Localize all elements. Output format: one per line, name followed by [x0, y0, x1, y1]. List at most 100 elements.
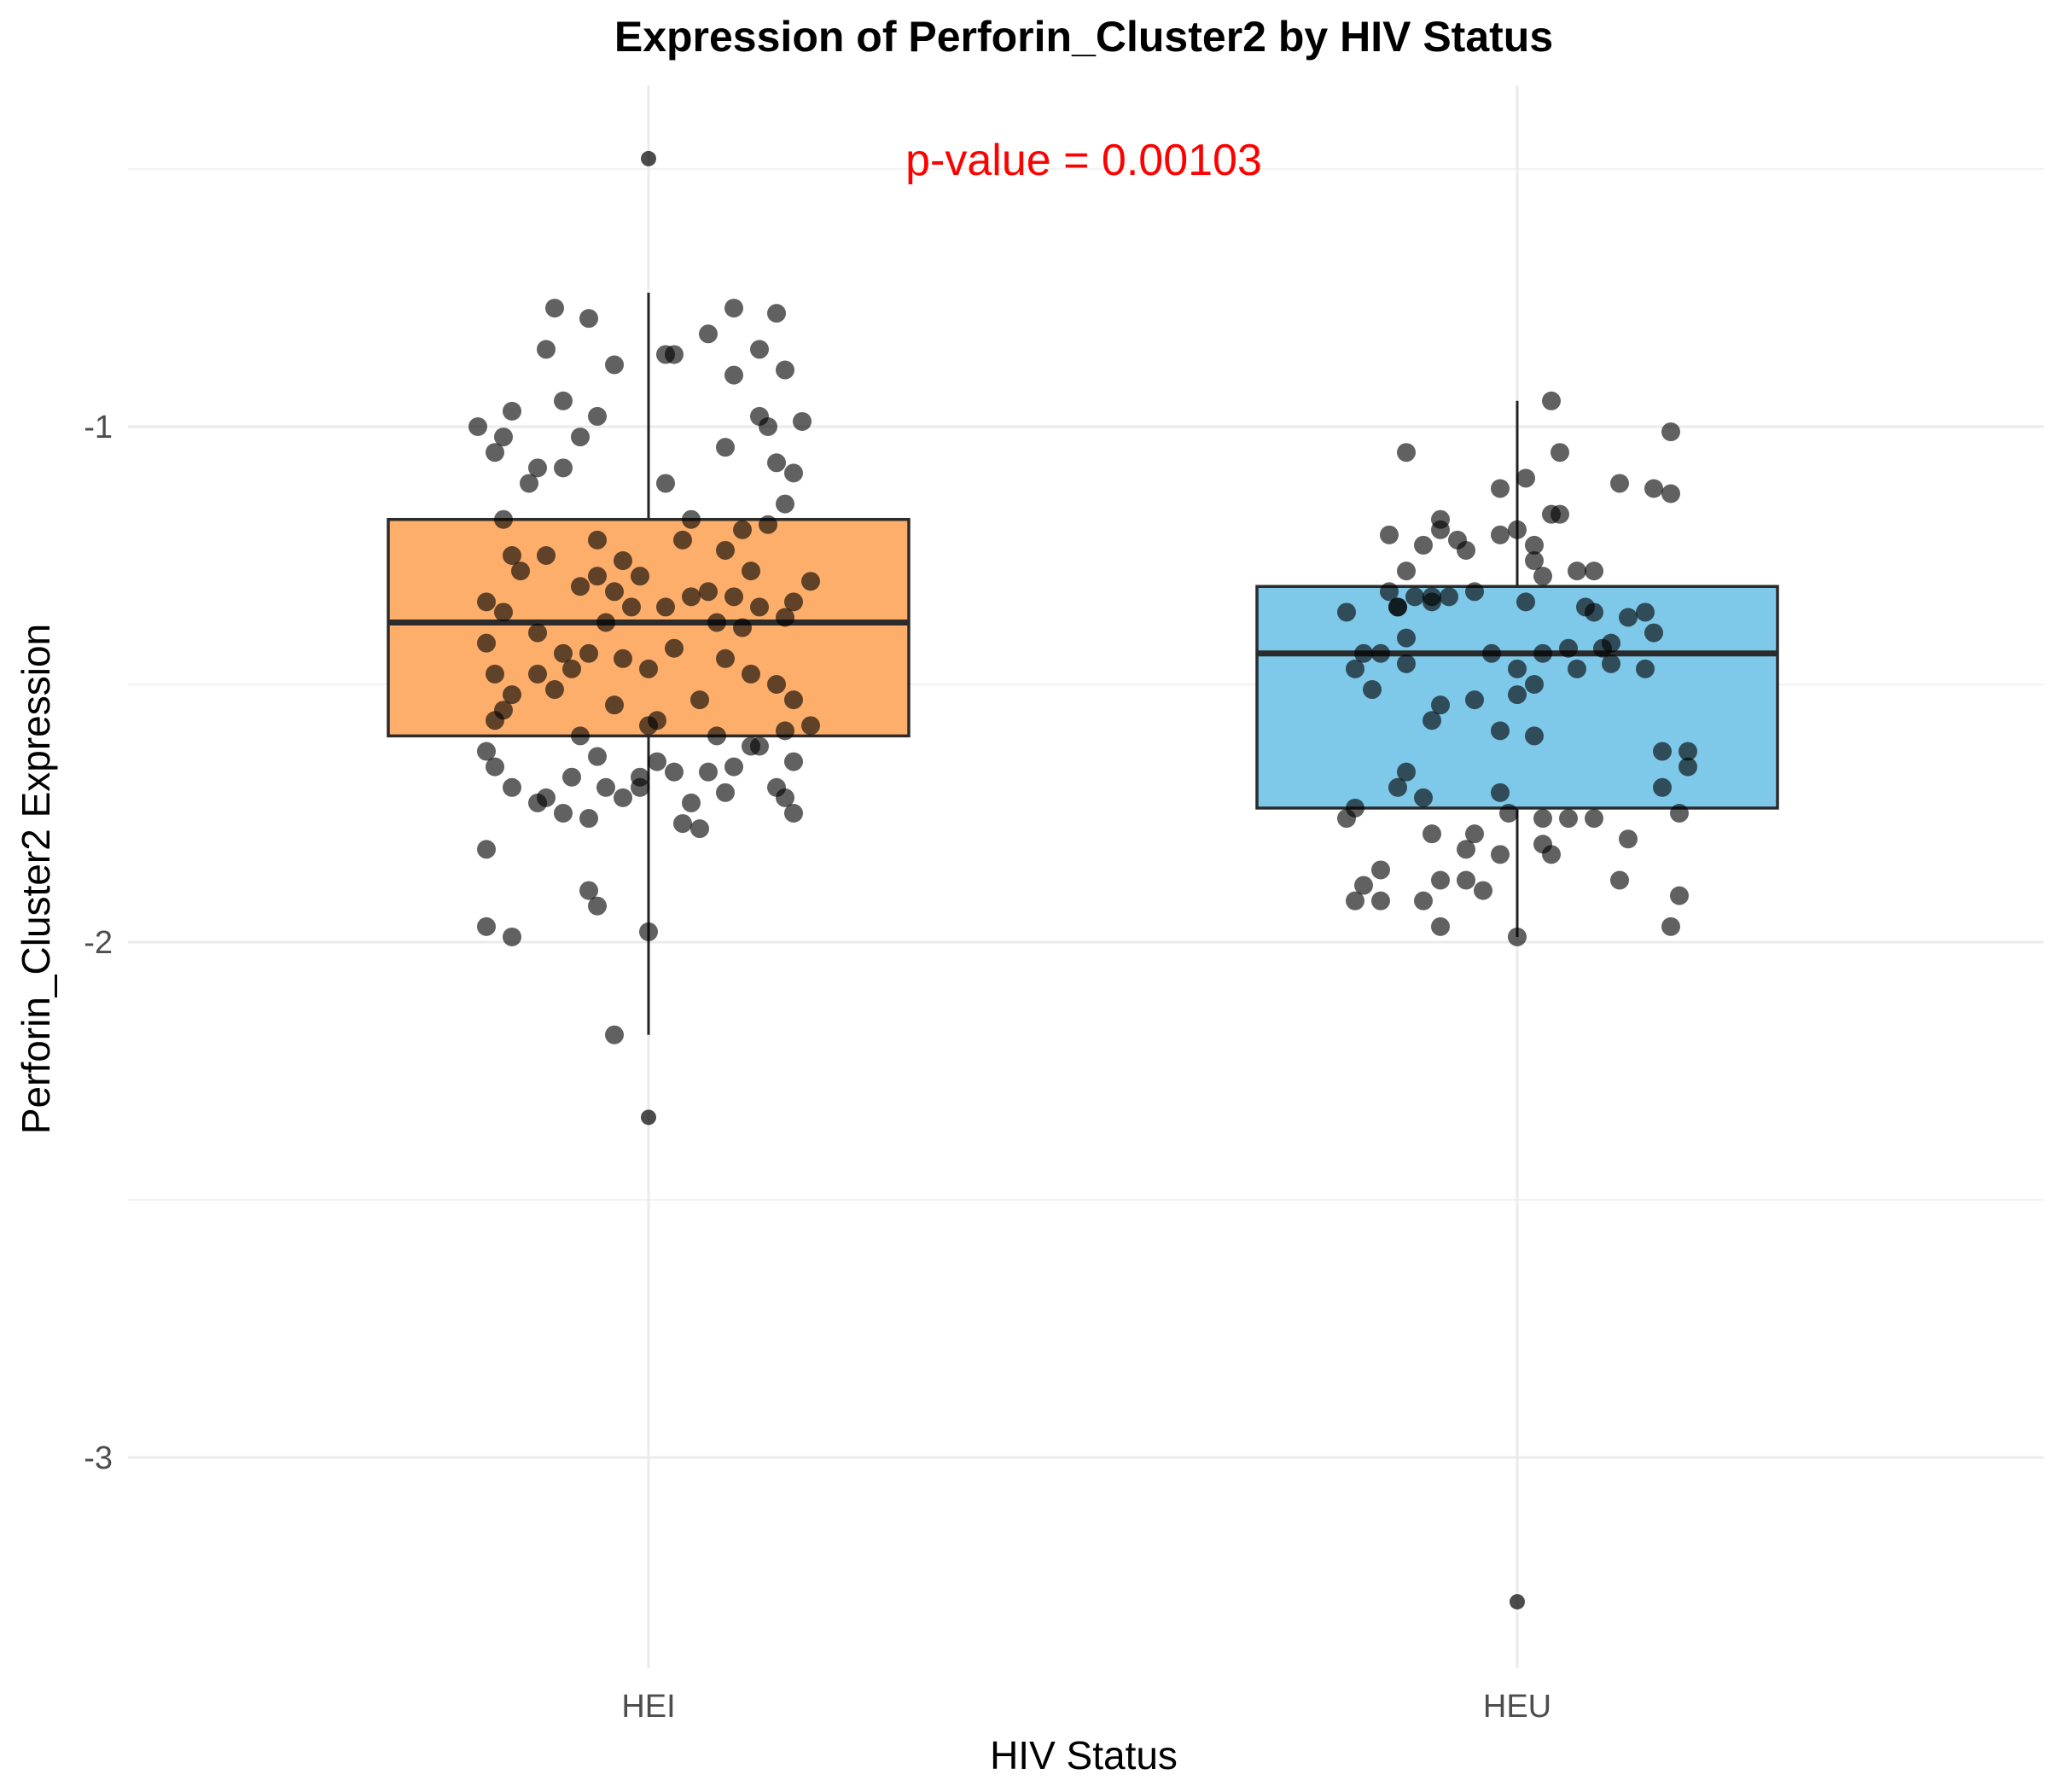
data-point: [801, 572, 820, 591]
data-point: [1610, 870, 1629, 890]
data-point: [588, 896, 607, 916]
data-point: [1405, 587, 1424, 607]
data-point: [511, 561, 530, 581]
data-point: [571, 577, 590, 596]
data-point: [588, 567, 607, 586]
data-point: [1414, 535, 1433, 555]
data-point: [784, 804, 803, 823]
data-point: [639, 922, 658, 941]
data-point: [503, 401, 521, 421]
data-point: [1661, 916, 1680, 936]
data-point: [554, 643, 573, 663]
data-point: [1465, 690, 1484, 710]
data-point: [537, 546, 556, 565]
y-tick-label: -2: [84, 925, 113, 961]
data-point: [477, 916, 496, 936]
data-point: [750, 597, 769, 617]
data-point: [724, 587, 743, 607]
jitter-points-layer: [468, 150, 1697, 1610]
data-point: [1491, 845, 1510, 864]
data-point: [690, 819, 709, 839]
data-point: [1508, 685, 1527, 705]
outlier-point: [641, 150, 656, 166]
p-value-annotation: p-value = 0.00103: [905, 136, 1262, 185]
data-point: [554, 391, 573, 410]
data-point: [733, 520, 752, 539]
x-tick-label: HEU: [1483, 1689, 1551, 1725]
data-point: [1568, 561, 1586, 581]
data-point: [690, 690, 709, 710]
data-point: [1371, 891, 1390, 911]
data-point: [477, 840, 496, 859]
data-point: [1602, 633, 1620, 653]
data-point: [656, 474, 675, 493]
data-point: [494, 701, 513, 720]
data-point: [1346, 659, 1364, 678]
data-point: [648, 711, 666, 730]
data-point: [784, 752, 803, 771]
data-point: [1354, 876, 1373, 895]
data-point: [776, 788, 794, 807]
data-point: [1397, 762, 1416, 782]
data-point: [468, 417, 487, 436]
y-tick-label: -1: [84, 410, 113, 445]
data-point: [1354, 643, 1373, 663]
data-point: [503, 685, 521, 705]
data-point: [716, 783, 735, 802]
data-point: [682, 793, 701, 812]
data-point: [699, 582, 718, 602]
data-point: [1371, 643, 1390, 663]
data-point: [1423, 592, 1441, 612]
data-point: [1414, 891, 1433, 911]
box-hei: [387, 517, 911, 738]
data-point: [767, 453, 786, 473]
data-point: [673, 814, 692, 834]
data-point: [1679, 757, 1697, 777]
data-point: [571, 428, 590, 447]
data-point: [1644, 623, 1663, 643]
data-point: [1346, 798, 1364, 817]
data-point: [1525, 551, 1544, 571]
data-point: [784, 463, 803, 483]
data-point: [1585, 561, 1603, 581]
data-point: [742, 561, 760, 581]
data-point: [707, 726, 726, 746]
data-point: [1431, 520, 1450, 539]
data-point: [486, 664, 504, 684]
data-point: [776, 360, 794, 380]
data-point: [622, 597, 641, 617]
data-point: [1533, 567, 1552, 586]
data-point: [1508, 927, 1527, 946]
data-point: [767, 675, 786, 694]
data-point: [1679, 742, 1697, 761]
data-point: [1397, 443, 1416, 463]
data-point: [605, 582, 624, 602]
data-point: [724, 299, 743, 318]
data-point: [1397, 561, 1416, 581]
data-point: [605, 1025, 624, 1044]
data-point: [776, 494, 794, 514]
data-point: [503, 546, 521, 565]
data-point: [614, 551, 632, 571]
data-point: [1423, 824, 1441, 844]
data-point: [1542, 504, 1561, 524]
data-point: [1414, 788, 1433, 807]
data-point: [477, 592, 496, 612]
data-point: [1559, 638, 1578, 658]
data-point: [520, 474, 538, 493]
data-point: [486, 443, 504, 463]
data-point: [528, 458, 547, 478]
data-point: [665, 638, 684, 658]
data-point: [571, 726, 590, 746]
data-point: [1619, 608, 1638, 627]
data-point: [614, 788, 632, 807]
data-point: [588, 747, 607, 766]
data-point: [1380, 525, 1399, 544]
data-point: [767, 304, 786, 323]
data-point: [1585, 809, 1603, 829]
data-point: [554, 804, 573, 823]
data-point: [1431, 870, 1450, 890]
data-point: [1533, 835, 1552, 854]
data-point: [1670, 886, 1689, 905]
data-point: [1337, 602, 1356, 622]
